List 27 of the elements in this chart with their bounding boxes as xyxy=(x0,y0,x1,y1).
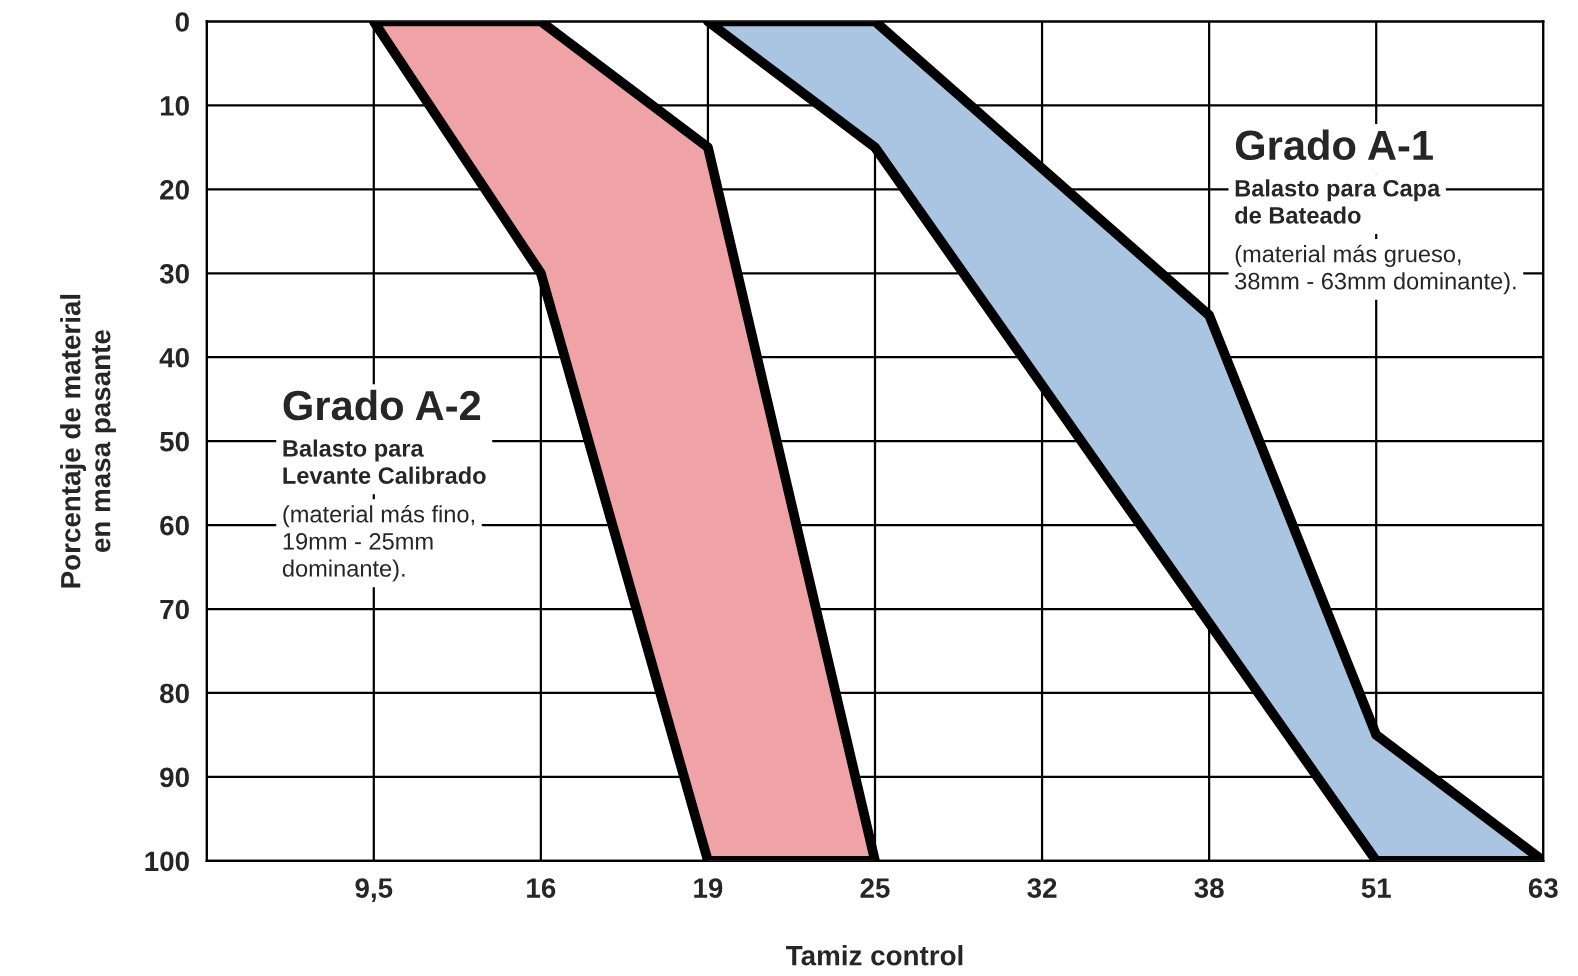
x-tick-label: 38 xyxy=(1194,878,1224,898)
y-tick-label: 40 xyxy=(159,347,189,368)
x-tick-label: 19 xyxy=(694,878,723,898)
y-tick-label: 100 xyxy=(145,851,189,872)
annotation: Grado A-1 xyxy=(1235,129,1433,161)
y-tick-label: 0 xyxy=(175,12,189,32)
x-tick-label: 9,5 xyxy=(355,878,393,902)
y-tick-label: 90 xyxy=(160,767,189,788)
y-tick-label: 30 xyxy=(159,263,189,284)
x-axis-title: Tamiz control xyxy=(786,945,963,966)
x-tick-label: 32 xyxy=(1027,878,1057,898)
annotation: (material más fino, 19mm - 25mm dominante). xyxy=(282,504,474,582)
x-tick-label: 25 xyxy=(860,878,890,898)
x-tick-label: 16 xyxy=(527,878,556,898)
y-tick-label: 80 xyxy=(160,683,189,704)
y-axis-title: Porcentaje de material en masa pasante xyxy=(60,294,116,588)
x-tick-label: 63 xyxy=(1528,878,1558,898)
y-tick-label: 50 xyxy=(160,431,189,452)
x-tick-label: 51 xyxy=(1361,878,1391,898)
annotation: Balasto para Levante Calibrado xyxy=(283,439,486,484)
annotation: Balasto para Capa de Bateado xyxy=(1235,179,1441,224)
annotation: (material más grueso, 38mm - 63mm dominante). xyxy=(1235,244,1516,295)
y-tick-label: 10 xyxy=(160,96,189,116)
y-tick-label: 70 xyxy=(160,599,189,620)
y-tick-label: 60 xyxy=(160,515,189,536)
y-tick-label: 20 xyxy=(160,180,189,200)
annotation: Grado A-2 xyxy=(283,389,481,421)
